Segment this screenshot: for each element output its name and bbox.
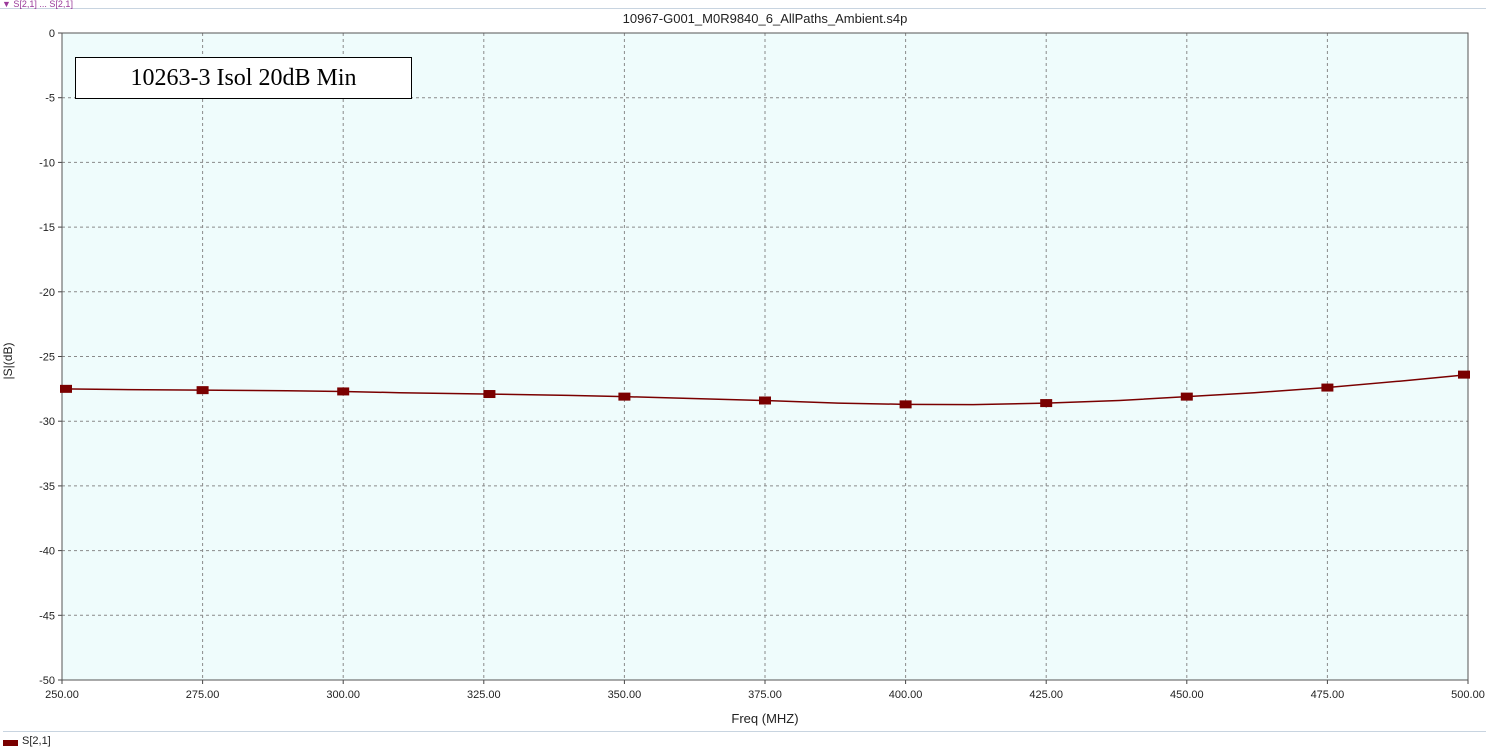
x-tick-label: 425.00: [1029, 689, 1063, 701]
y-tick-label: -10: [39, 157, 55, 169]
chart-title: 10967-G001_M0R9840_6_AllPaths_Ambient.s4…: [622, 11, 908, 26]
x-tick-label: 475.00: [1311, 689, 1345, 701]
y-axis-label: |S|(dB): [1, 342, 15, 380]
x-tick-label: 250.00: [45, 689, 79, 701]
x-tick-label: 375.00: [748, 689, 782, 701]
data-marker: [759, 396, 771, 405]
data-marker: [899, 400, 912, 409]
y-tick-label: -35: [39, 481, 55, 493]
data-marker: [1040, 399, 1053, 408]
axes: 250.00 275.00 300.00 325.00 350.00 375.00 400.…: [39, 28, 1485, 701]
x-tick-label: 500.00: [1451, 689, 1485, 701]
x-tick-label: 275.00: [186, 689, 220, 701]
data-marker: [483, 390, 496, 399]
y-tick-label: -15: [39, 222, 55, 234]
top-legend-strip: ▼ S[2,1] ... S[2,1]: [0, 0, 1486, 9]
y-tick-label: 0: [49, 28, 55, 40]
y-tick-label: -30: [39, 416, 55, 428]
legend-series-label: S[2,1]: [22, 735, 51, 747]
data-marker: [337, 387, 350, 396]
data-marker: [1321, 383, 1334, 392]
x-tick-label: 450.00: [1170, 689, 1204, 701]
data-marker: [1180, 392, 1193, 401]
y-tick-label: -25: [39, 352, 55, 364]
legend-swatch: [3, 740, 18, 746]
data-marker: [618, 392, 631, 401]
annotation-box: 10263-3 Isol 20dB Min: [75, 57, 412, 99]
y-tick-label: -45: [39, 610, 55, 622]
y-tick-label: -40: [39, 546, 55, 558]
x-axis-label: Freq (MHZ): [731, 711, 799, 726]
x-tick-label: 350.00: [608, 689, 642, 701]
series-layer: [60, 370, 1470, 409]
x-tick-label: 325.00: [467, 689, 501, 701]
top-legend-marker: ▼ S[2,1] ... S[2,1]: [2, 0, 73, 9]
x-tick-label: 300.00: [326, 689, 360, 701]
grid-lines: [62, 33, 1468, 680]
legend: S[2,1]: [3, 731, 1486, 752]
data-marker: [1458, 370, 1470, 379]
y-tick-label: -20: [39, 287, 55, 299]
x-tick-label: 400.00: [889, 689, 923, 701]
plot-frame: [61, 32, 1469, 681]
data-marker: [60, 384, 72, 393]
data-marker: [196, 386, 209, 395]
y-tick-label: -50: [39, 675, 55, 687]
y-tick-label: -5: [45, 93, 55, 105]
